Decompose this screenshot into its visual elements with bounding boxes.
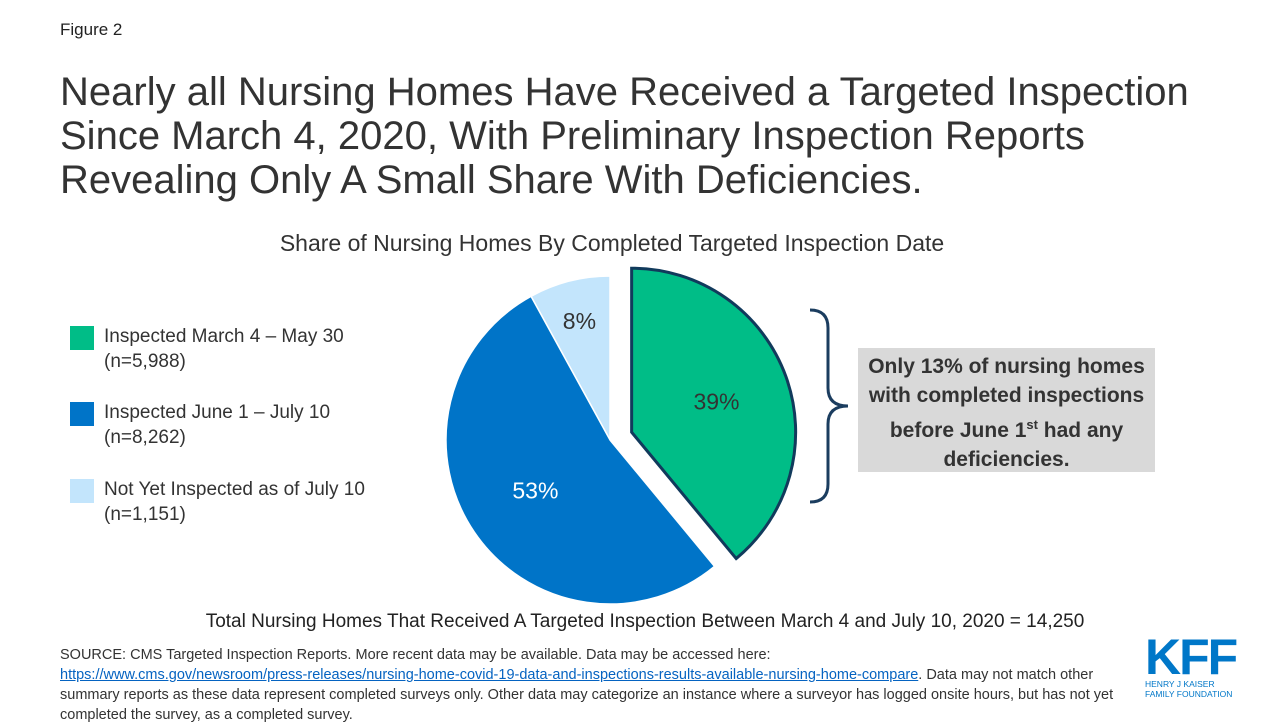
callout-sup: st bbox=[1026, 417, 1038, 432]
source-pre: SOURCE: CMS Targeted Inspection Reports.… bbox=[60, 647, 771, 663]
legend-swatch bbox=[70, 326, 94, 350]
legend-n: (n=8,262) bbox=[104, 427, 186, 448]
callout-text: Only 13% of nursing homes with completed… bbox=[868, 355, 1145, 442]
brace-icon bbox=[809, 308, 849, 504]
logo-mark: KFF bbox=[1145, 629, 1238, 685]
pie-data-label: 8% bbox=[563, 308, 596, 334]
source-link[interactable]: https://www.cms.gov/newsroom/press-relea… bbox=[60, 667, 919, 683]
callout-box: Only 13% of nursing homes with completed… bbox=[858, 348, 1155, 472]
source-post: . Data may not match other summary repor… bbox=[60, 667, 1114, 723]
legend-n: (n=1,151) bbox=[104, 504, 186, 525]
figure-label: Figure 2 bbox=[60, 20, 123, 39]
chart-title: Share of Nursing Homes By Completed Targ… bbox=[279, 230, 945, 256]
legend-item-not-inspected: Not Yet Inspected as of July 10 (n=1,151) bbox=[70, 477, 365, 527]
logo-line1: HENRY J KAISER bbox=[1145, 679, 1215, 689]
pie-data-label: 53% bbox=[512, 478, 558, 504]
legend-item-june-july: Inspected June 1 – July 10 (n=8,262) bbox=[70, 400, 330, 450]
logo-line2: FAMILY FOUNDATION bbox=[1145, 689, 1233, 699]
legend-n: (n=5,988) bbox=[104, 351, 186, 372]
pie-slice bbox=[445, 295, 716, 605]
legend-label: Not Yet Inspected as of July 10 bbox=[104, 479, 365, 500]
legend-label: Inspected March 4 – May 30 bbox=[104, 326, 344, 347]
legend-swatch bbox=[70, 402, 94, 426]
pie-data-label: 39% bbox=[693, 389, 739, 415]
page-title: Nearly all Nursing Homes Have Received a… bbox=[60, 70, 1189, 202]
callout-text-end: had any deficiencies. bbox=[943, 419, 1124, 471]
legend-swatch bbox=[70, 479, 94, 503]
source-note: SOURCE: CMS Targeted Inspection Reports.… bbox=[60, 645, 1120, 725]
pie-slice bbox=[630, 266, 798, 561]
legend-label: Inspected June 1 – July 10 bbox=[104, 402, 331, 423]
legend-item-march-may: Inspected March 4 – May 30 (n=5,988) bbox=[70, 324, 344, 374]
total-note: Total Nursing Homes That Received A Targ… bbox=[205, 611, 1085, 632]
kff-logo: KFF HENRY J KAISER FAMILY FOUNDATION bbox=[1145, 629, 1238, 699]
